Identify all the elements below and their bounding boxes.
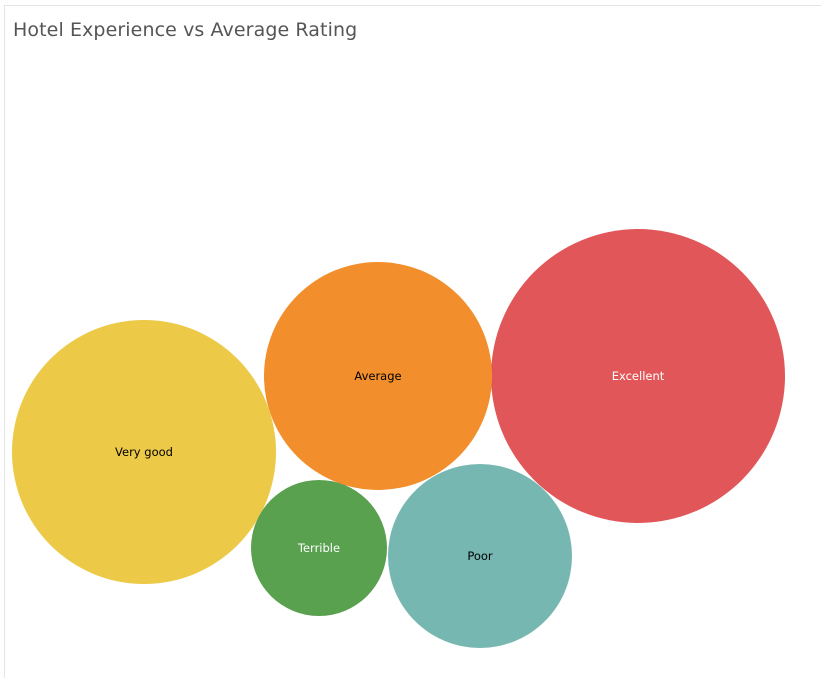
chart-title: Hotel Experience vs Average Rating [13, 19, 358, 41]
bubble-label-poor: Poor [467, 549, 493, 563]
bubble-average[interactable] [264, 262, 492, 490]
bubble-terrible[interactable] [251, 480, 387, 616]
bubble-label-average: Average [354, 369, 401, 383]
bubble-label-terrible: Terrible [297, 541, 340, 555]
chart-frame [4, 5, 821, 678]
bubble-label-very-good: Very good [115, 445, 173, 459]
bubble-label-excellent: Excellent [612, 369, 665, 383]
bubble-very-good[interactable] [12, 320, 276, 584]
bubble-poor[interactable] [388, 464, 572, 648]
bubble-excellent[interactable] [491, 229, 785, 523]
